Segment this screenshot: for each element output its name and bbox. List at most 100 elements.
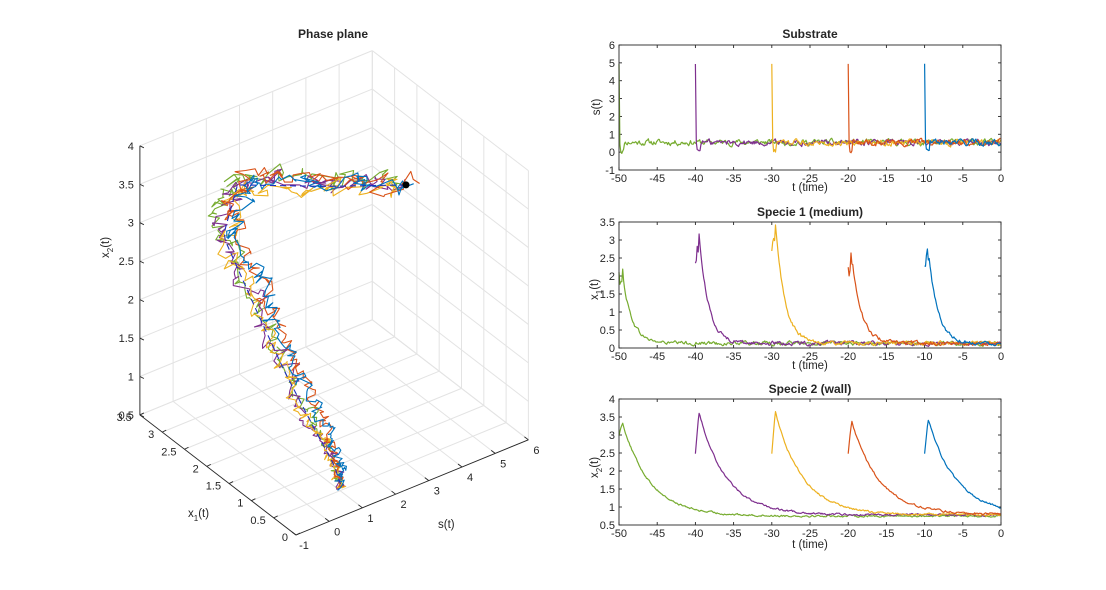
- s-tick-mark: [524, 436, 529, 441]
- substrate-traces: [618, 63, 1002, 154]
- x-tick-label: -10: [917, 173, 933, 185]
- s-tick-mark: [490, 450, 496, 454]
- specie2-series-blue: [924, 419, 1001, 509]
- y-tick-label: 0.5: [600, 325, 615, 337]
- z-tick-label: 2: [128, 295, 134, 307]
- x-tick-label: -40: [687, 351, 703, 363]
- x-tick-label: 0: [998, 173, 1004, 185]
- y-tick-label: 0: [609, 147, 615, 159]
- side-wall-grid-line: [371, 50, 529, 172]
- z-tick-mark: [139, 260, 145, 264]
- back-wall-grid-line: [139, 280, 373, 377]
- x1-tick-mark: [273, 515, 278, 519]
- substrate-axes-box: [618, 44, 1002, 171]
- x1-tick-label: 0.5: [250, 515, 265, 527]
- z-tick-mark: [139, 376, 145, 379]
- y-tick-label: 3.5: [600, 217, 615, 229]
- x-tick-label: 0: [998, 351, 1004, 363]
- specie2-series-yellow: [771, 411, 1002, 517]
- z-tick-label: 0.5: [119, 410, 134, 422]
- x1-tick-label: 2.5: [161, 446, 176, 458]
- x1-tick-mark: [139, 412, 145, 416]
- x1-tick-mark: [295, 532, 301, 536]
- z-tick-mark: [139, 222, 145, 226]
- substrate-ylabel: s(t): [591, 99, 603, 116]
- s-tick-label: 5: [500, 458, 506, 470]
- phase-plane-title: Phase plane: [298, 27, 368, 41]
- x-tick-label: -10: [917, 351, 933, 363]
- x-tick-label: -50: [611, 173, 627, 185]
- x-tick-label: -15: [878, 173, 894, 185]
- s-tick-mark: [324, 518, 330, 522]
- specie2-series-green: [618, 422, 1001, 518]
- y-tick-label: 2: [609, 271, 615, 283]
- phase-series-start-t-30: [217, 177, 400, 489]
- s-tick-label: 6: [533, 445, 539, 457]
- phase-plane-grid: [139, 50, 529, 536]
- x1-tick-mark: [161, 429, 167, 433]
- z-tick-label: 3: [128, 218, 134, 230]
- x-tick-label: -40: [687, 173, 703, 185]
- start-point-marker: [402, 181, 410, 189]
- x1-tick-mark: [228, 481, 234, 484]
- specie1-series-green: [618, 268, 1001, 347]
- x1-tick-label: 1.5: [206, 481, 221, 493]
- z-tick-label: 3.5: [119, 179, 134, 191]
- z-tick-label: 1.5: [119, 333, 134, 345]
- x-tick-label: -45: [649, 351, 665, 363]
- z-tick-label: 4: [128, 141, 134, 153]
- phase-plane-traces: [207, 163, 420, 491]
- floor-grid-line: [273, 422, 507, 519]
- back-wall-grid-line: [139, 242, 373, 339]
- z-tick-mark: [139, 337, 145, 341]
- floor-grid-line: [228, 387, 462, 485]
- substrate-series-blue: [924, 63, 1002, 152]
- specie2-ylabel: x2(t): [589, 457, 604, 478]
- side-wall-grid-line: [371, 165, 529, 287]
- x-tick-label: -45: [649, 173, 665, 185]
- y-tick-label: 1: [609, 502, 615, 514]
- x-tick-label: -45: [649, 528, 665, 540]
- specie1-series-blue: [924, 248, 1001, 347]
- phase-series-start-t-40: [211, 168, 406, 490]
- side-wall-grid-line: [371, 88, 529, 210]
- substrate-title: Substrate: [782, 27, 838, 41]
- specie1-series-yellow: [771, 224, 1002, 347]
- x-tick-label: -30: [764, 173, 780, 185]
- specie1-series-purple: [694, 233, 1002, 347]
- specie2-chart: Specie 2 (wall) -50 -45 -40 -35 -30 -25 -20 -15…: [589, 382, 1004, 551]
- x-tick-label: -15: [878, 351, 894, 363]
- x-tick-label: -30: [764, 351, 780, 363]
- specie1-title: Specie 1 (medium): [757, 205, 863, 219]
- x-tick-label: -35: [726, 351, 742, 363]
- side-wall-grid-line: [371, 319, 529, 441]
- phase-series-start-t-20: [220, 167, 420, 488]
- substrate-series-green: [618, 64, 1001, 154]
- x1-tick-label: 0: [282, 532, 288, 544]
- z-tick-mark: [139, 183, 145, 187]
- specie2-ticks: -50 -45 -40 -35 -30 -25 -20 -15 -10 -5 00.511.522.…: [600, 394, 1004, 540]
- back-wall-grid-line: [139, 50, 373, 147]
- phase-plane-ticks: -1012345600.511.522.533.50.511.522.533.5…: [117, 141, 540, 552]
- s-tick-mark: [457, 463, 463, 468]
- substrate-xlabel: t (time): [792, 182, 828, 194]
- y-tick-label: 1: [609, 307, 615, 319]
- specie2-axes-box: [618, 398, 1002, 526]
- y-tick-label: 2: [609, 111, 615, 123]
- x1-tick-mark: [251, 498, 256, 502]
- s-tick-label: 2: [401, 499, 407, 511]
- z-tick-label: 1: [128, 372, 134, 384]
- x-tick-label: -50: [611, 528, 627, 540]
- floor-grid-line: [172, 400, 330, 522]
- back-wall-grid-line: [139, 203, 373, 301]
- x-tick-label: -5: [958, 528, 968, 540]
- phase-plane-chart: Phase plane -1012345600.511.522.533.50.5…: [100, 27, 539, 552]
- x1-tick-label: 1: [237, 498, 243, 510]
- s-tick-label: -1: [299, 540, 309, 552]
- x-axis-line: [295, 439, 529, 536]
- z-tick-mark: [139, 299, 145, 303]
- substrate-chart: Substrate -50 -45 -40 -35 -30 -25 -20 -15 -10 -5 0…: [591, 27, 1004, 194]
- s-tick-mark: [291, 531, 297, 536]
- s-tick-mark: [391, 490, 396, 495]
